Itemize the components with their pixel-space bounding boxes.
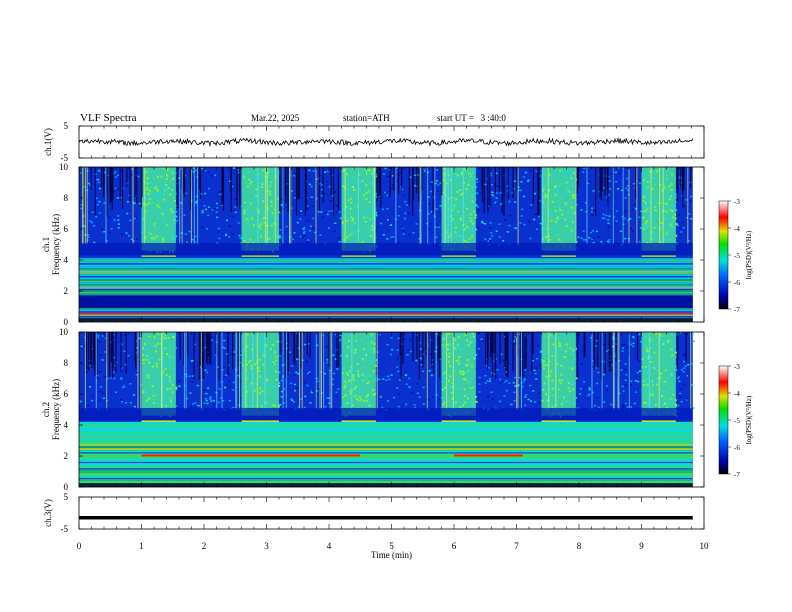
ytick-label: 10: [59, 327, 69, 337]
colorbar-label: log(PSD)(V²/Hz): [745, 395, 753, 444]
ylabel-voltage: ch.1(V): [43, 128, 53, 156]
start-time-label: start UT = 3 :40:0: [437, 113, 506, 123]
ytick-label: 0: [64, 317, 69, 327]
colorbar-tick-label: -4: [734, 390, 740, 398]
ylabel-voltage: ch.3(V): [43, 499, 53, 527]
ylabel-channel: ch.1: [41, 237, 51, 252]
colorbar-tick-label: -5: [734, 252, 740, 260]
colorbar-2: [718, 365, 729, 475]
xaxis-label: Time (min): [371, 550, 412, 560]
chart-title: VLF Spectra: [80, 112, 137, 124]
ytick-label: 8: [64, 193, 69, 203]
ytick-label: -5: [61, 524, 69, 534]
xtick-label: 9: [639, 541, 644, 551]
date-label: Mar.22, 2025: [251, 113, 300, 123]
ylabel-frequency: Frequency (kHz): [51, 214, 61, 275]
colorbar-tick-label: -3: [734, 198, 740, 206]
xtick-label: 2: [202, 541, 207, 551]
ytick-label: 10: [59, 162, 69, 172]
xtick-label: 4: [327, 541, 332, 551]
ytick-label: 5: [64, 492, 69, 502]
xtick-label: 0: [77, 541, 82, 551]
ytick-label: 6: [64, 224, 69, 234]
ytick-label: 6: [64, 389, 69, 399]
ytick-label: 4: [64, 420, 69, 430]
colorbar-tick-label: -5: [734, 417, 740, 425]
ylabel-frequency: Frequency (kHz): [51, 379, 61, 440]
colorbar-label: log(PSD)(V²/Hz): [745, 230, 753, 279]
ch1-voltage-trace: [78, 136, 694, 148]
ytick-label: 2: [64, 451, 69, 461]
xtick-label: 5: [389, 541, 394, 551]
colorbar-tick-label: -7: [734, 471, 740, 479]
ytick-label: 0: [64, 482, 69, 492]
ytick-label: 4: [64, 255, 69, 265]
xtick-label: 3: [264, 541, 269, 551]
colorbar-tick-label: -7: [734, 306, 740, 314]
spectrogram-2: [79, 332, 695, 488]
colorbar-tick-label: -4: [734, 225, 740, 233]
ylabel-channel: ch.2: [41, 402, 51, 417]
ytick-label: -5: [61, 153, 69, 163]
xtick-label: 1: [139, 541, 144, 551]
xtick-label: 7: [514, 541, 519, 551]
ytick-label: 5: [64, 121, 69, 131]
ytick-label: 8: [64, 358, 69, 368]
ytick-label: 2: [64, 286, 69, 296]
colorbar-1: [718, 200, 729, 310]
spectrogram-1: [79, 167, 693, 323]
colorbar-tick-label: -6: [734, 444, 740, 452]
colorbar-tick-label: -6: [734, 279, 740, 287]
colorbar-tick-label: -3: [734, 363, 740, 371]
xtick-label: 8: [577, 541, 582, 551]
station-label: station=ATH: [343, 113, 390, 123]
xtick-label: 6: [452, 541, 457, 551]
xtick-label: 10: [700, 541, 710, 551]
